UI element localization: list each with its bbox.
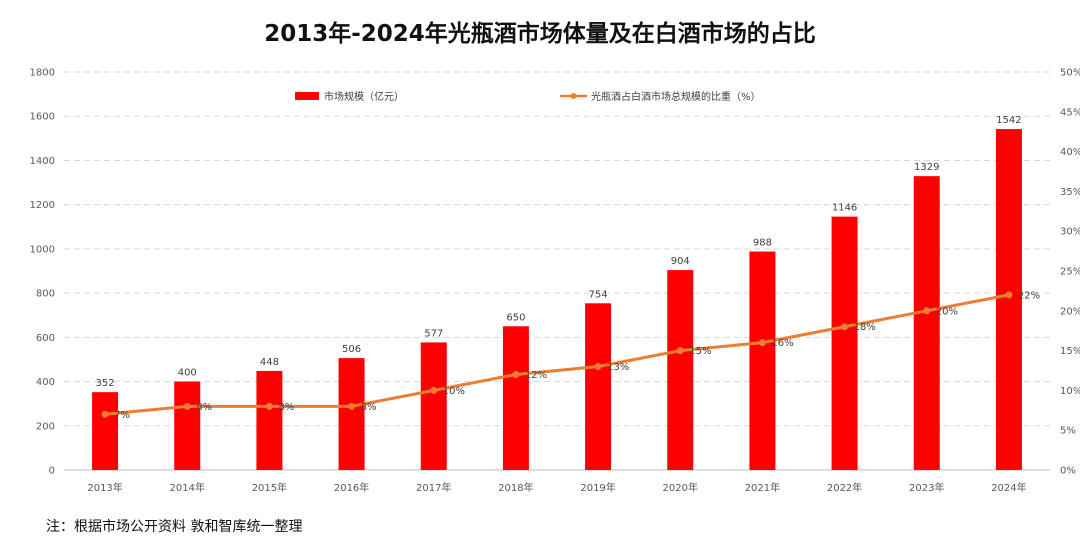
y-axis-right: 0% 5% 10% 15% 20% 25% 30% 35% 40% 45% 50% [1060, 68, 1080, 477]
bar-value-label: 988 [753, 238, 772, 249]
y-tick-label: 1400 [30, 156, 55, 167]
bar-value-label: 352 [96, 378, 115, 389]
bar [256, 370, 283, 470]
y-tick-label: 0 [49, 466, 55, 477]
bar-value-label: 904 [671, 256, 690, 267]
line-point [348, 402, 356, 410]
bar-value-label: 506 [342, 344, 361, 355]
combo-chart: 0 200 400 600 800 1000 1200 1400 1600 1800 0% 5% 10… [30, 68, 1080, 495]
x-tick-label: 2019年 [580, 481, 615, 494]
x-tick-label: 2022年 [827, 481, 862, 494]
x-tick-label: 2018年 [498, 481, 533, 494]
bar [338, 358, 365, 470]
y2-tick-label: 45% [1060, 107, 1080, 118]
y-tick-label: 200 [36, 421, 55, 432]
legend: 市场规模（亿元） 光瓶酒占白酒市场总规模的比重（%） [295, 90, 761, 103]
y2-tick-label: 25% [1060, 267, 1080, 278]
line-value-label: 7% [114, 410, 130, 421]
line-point [430, 386, 438, 394]
bar [667, 270, 694, 470]
bar [502, 326, 529, 470]
y2-tick-label: 5% [1060, 426, 1076, 437]
line-value-label: 8% [278, 402, 294, 413]
line-point [923, 307, 931, 315]
x-tick-label: 2021年 [745, 481, 780, 494]
x-tick-label: 2014年 [170, 481, 205, 494]
y2-tick-label: 40% [1060, 147, 1080, 158]
line-value-label: 16% [771, 338, 793, 349]
y-tick-label: 400 [36, 377, 55, 388]
bar [913, 176, 940, 471]
line-point [512, 370, 520, 378]
y-tick-label: 1600 [30, 112, 55, 123]
line-point [265, 402, 273, 410]
line-path [104, 293, 1010, 416]
y-tick-label: 1000 [30, 244, 55, 255]
y2-tick-label: 35% [1060, 187, 1080, 198]
y-axis-left: 0 200 400 600 800 1000 1200 1400 1600 1800 [30, 68, 55, 477]
line-value-label: 12% [525, 370, 547, 381]
y-tick-label: 800 [36, 289, 55, 300]
y2-tick-label: 30% [1060, 227, 1080, 238]
line-point [676, 347, 684, 355]
line-value-label: 15% [689, 346, 711, 357]
y-tick-label: 1200 [30, 200, 55, 211]
x-tick-label: 2013年 [87, 481, 122, 494]
line-data-labels: 7% 8% 8% 8% 10% 12% 13% 15% 16% 18% 20% 22% [114, 290, 1040, 420]
y-tick-label: 600 [36, 333, 55, 344]
x-tick-label: 2024年 [991, 481, 1026, 494]
line-point [594, 363, 602, 371]
line-point [1005, 291, 1013, 299]
legend-line-marker [570, 93, 577, 99]
bar-value-label: 754 [589, 289, 608, 300]
legend-line-label: 光瓶酒占白酒市场总规模的比重（%） [591, 90, 761, 103]
line-value-label: 22% [1018, 290, 1040, 301]
x-tick-label: 2015年 [252, 481, 287, 494]
x-tick-label: 2016年 [334, 481, 369, 494]
line-point [183, 402, 191, 410]
bar-value-label: 400 [178, 368, 197, 379]
bar-value-label: 1542 [996, 115, 1021, 126]
line-point [841, 323, 849, 331]
y2-tick-label: 20% [1060, 306, 1080, 317]
x-tick-label: 2023年 [909, 481, 944, 494]
legend-bar-label: 市场规模（亿元） [324, 90, 404, 103]
line-series [101, 291, 1013, 418]
y2-tick-label: 15% [1060, 346, 1080, 357]
bar-value-label: 650 [506, 312, 525, 323]
line-value-label: 8% [196, 402, 212, 413]
x-tick-label: 2020年 [663, 481, 698, 494]
x-tick-label: 2017年 [416, 481, 451, 494]
bar [585, 303, 612, 470]
line-value-label: 13% [607, 362, 629, 373]
gridlines [64, 71, 1050, 471]
line-value-label: 20% [936, 306, 958, 317]
bar-value-label: 448 [260, 357, 279, 368]
line-value-label: 10% [443, 386, 465, 397]
line-value-label: 8% [361, 402, 377, 413]
bar [174, 381, 201, 470]
y-tick-label: 1800 [30, 68, 55, 79]
legend-bar-swatch [295, 92, 319, 100]
x-axis: 2013年 2014年 2015年 2016年 2017年 2018年 2019年 2020年… [87, 481, 1026, 494]
bar-value-label: 1146 [832, 203, 857, 214]
bar [420, 342, 447, 470]
chart-title: 2013年-2024年光瓶酒市场体量及在白酒市场的占比 [264, 21, 816, 47]
bar-data-labels: 352 400 448 506 577 650 754 904 988 1146 1329 1542 [96, 115, 1022, 389]
y2-tick-label: 50% [1060, 68, 1080, 79]
line-point [101, 410, 109, 418]
source-note: 注：根据市场公开资料 敦和智库统一整理 [46, 519, 303, 535]
bar [749, 251, 776, 470]
bar-value-label: 1329 [914, 162, 939, 173]
line-point [758, 339, 766, 347]
bar [92, 392, 119, 470]
line-value-label: 18% [854, 322, 876, 333]
bar [831, 216, 858, 470]
bar-series [92, 129, 1022, 471]
bar [995, 129, 1022, 470]
bar-value-label: 577 [424, 328, 443, 339]
y2-tick-label: 10% [1060, 386, 1080, 397]
y2-tick-label: 0% [1060, 466, 1076, 477]
